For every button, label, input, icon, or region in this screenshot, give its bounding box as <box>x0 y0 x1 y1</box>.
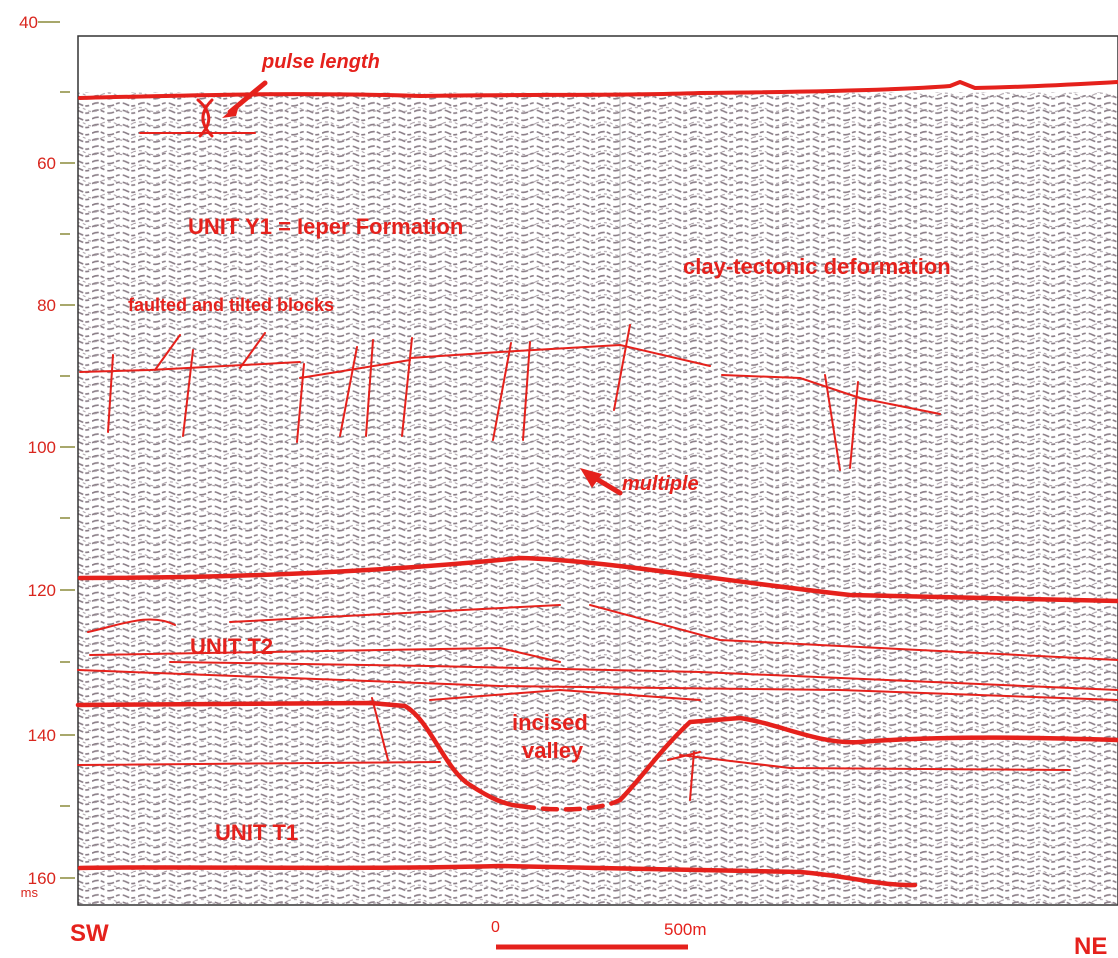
axis-unit: ms <box>21 885 39 900</box>
seismic-profile: 40 60 80 100 120 140 160 ms pulse length… <box>0 0 1118 958</box>
scale-label: 0 <box>491 919 500 936</box>
scale-label: 500m <box>664 920 707 939</box>
annotation: clay-tectonic deformation <box>683 254 951 279</box>
tick-label: 140 <box>28 726 56 745</box>
tick-label: 40 <box>19 13 38 32</box>
annotation: multiple <box>622 473 699 495</box>
direction-label: SW <box>70 920 109 947</box>
annotation: incised <box>512 710 588 735</box>
annotation: UNIT T2 <box>190 634 273 659</box>
tick-label: 120 <box>28 581 56 600</box>
tick-label: 60 <box>37 154 56 173</box>
annotation: UNIT Y1 = Ieper Formation <box>188 214 463 239</box>
tick-label: 100 <box>28 438 56 457</box>
annotation: faulted and tilted blocks <box>128 295 334 315</box>
tick-label: 80 <box>37 296 56 315</box>
direction-label: NE <box>1074 933 1107 958</box>
annotation: pulse length <box>261 51 380 73</box>
annotation: UNIT T1 <box>215 820 298 845</box>
annotation: valley <box>522 738 584 763</box>
